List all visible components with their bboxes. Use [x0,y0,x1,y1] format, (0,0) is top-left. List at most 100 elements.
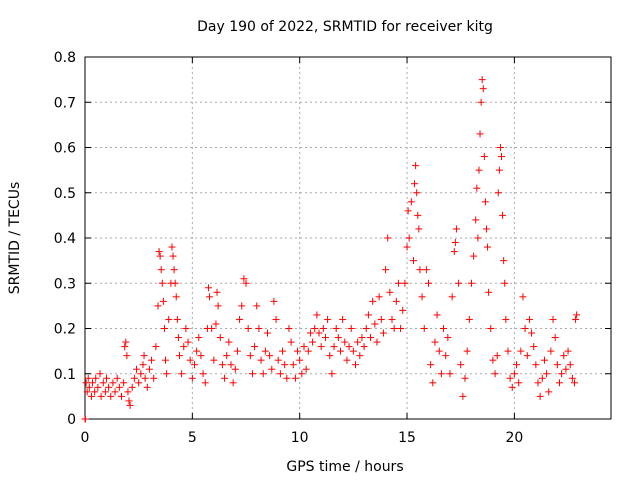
data-point [416,266,424,274]
data-point [190,361,198,369]
data-point [437,370,445,378]
data-point [452,225,460,233]
data-point [126,401,134,409]
data-point [180,343,188,351]
data-point [188,374,196,382]
data-point [405,234,413,242]
data-point [339,315,347,323]
data-point [455,279,463,287]
data-point [162,356,170,364]
data-point [474,234,482,242]
data-point [133,365,141,373]
data-point [113,374,121,382]
tick-labels: 0 0.1 0.2 0.3 0.4 0.5 0.6 0.7 0.8 0 5 10 15 20 [54,50,524,446]
data-point [156,252,164,260]
y-tick-label: 0.8 [54,50,76,66]
chart-title: Day 190 of 2022, SRMTID for receiver kit… [197,19,493,35]
data-point [311,325,319,332]
data-point [152,343,160,351]
data-point [82,379,90,387]
data-point [102,374,110,382]
data-point [384,234,392,242]
y-tick-label: 0.4 [54,231,76,247]
data-point [155,248,163,256]
data-point [289,361,297,369]
data-point [543,370,551,378]
data-point [545,388,553,396]
data-point [347,325,355,332]
data-point [227,361,235,369]
data-point [499,211,507,219]
data-point [157,266,165,274]
data-point [96,370,104,378]
data-point [397,325,405,332]
data-point [477,98,485,106]
data-point [89,379,97,387]
data-point [451,239,459,247]
x-tick-label: 20 [505,430,523,446]
data-point [85,383,93,391]
data-point [201,379,209,387]
data-point [431,338,439,346]
data-point [475,166,483,174]
data-point [534,379,542,387]
data-point [210,356,218,364]
data-point [473,184,481,192]
data-point [135,379,143,387]
data-point [390,325,398,332]
data-point [489,356,497,364]
data-point [332,325,340,332]
data-point [313,311,321,319]
data-point [433,311,441,319]
data-point [334,334,342,342]
data-point [485,288,493,296]
data-point [515,379,523,387]
data-point [83,388,91,396]
data-point [97,392,105,400]
data-point [287,338,295,346]
data-point [494,189,502,197]
grid [85,57,611,419]
data-point [240,275,248,283]
data-point [291,374,299,382]
data-point [572,315,580,323]
data-point [121,343,129,351]
data-point [388,315,396,323]
data-point [321,334,329,342]
data-point [259,370,267,378]
data-point [341,338,349,346]
data-point [446,370,454,378]
data-point [168,243,176,251]
data-point [231,365,239,373]
data-point [414,211,422,219]
data-point [440,325,448,332]
data-point [528,329,536,337]
data-point [573,311,581,319]
x-tick-label: 5 [188,430,197,446]
data-point [478,76,486,84]
data-point [101,388,109,396]
data-point [523,352,531,360]
data-point [354,338,362,346]
data-point [530,343,538,351]
data-point [540,356,548,364]
data-point [137,370,145,378]
data-point [270,297,278,305]
data-point [272,315,280,323]
data-point [371,320,379,328]
data-point [500,257,508,265]
data-point [568,374,576,382]
y-tick-label: 0 [67,412,76,428]
data-point [242,279,250,287]
data-point [171,279,179,287]
data-point [246,352,254,360]
data-point [481,198,489,206]
data-point [352,361,360,369]
data-point [139,361,147,369]
data-point [470,252,478,260]
data-point [244,325,252,332]
data-point [413,189,421,197]
data-point [364,311,372,319]
data-point [204,284,212,292]
data-point [145,365,153,373]
